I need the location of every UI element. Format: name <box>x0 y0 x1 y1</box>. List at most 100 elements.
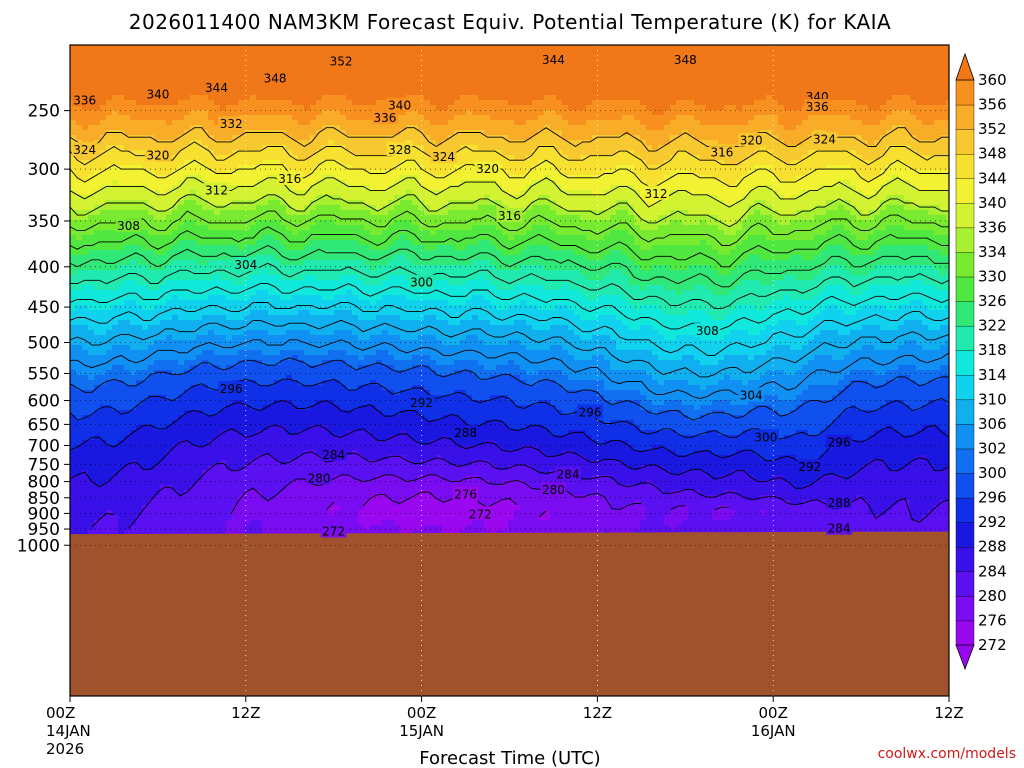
field-cell <box>70 460 77 466</box>
field-cell <box>292 225 299 231</box>
field-cell <box>226 240 233 246</box>
field-cell <box>208 280 215 286</box>
field-cell <box>130 170 137 176</box>
field-cell <box>262 295 269 301</box>
field-cell <box>166 50 173 56</box>
field-cell <box>250 110 257 116</box>
field-cell <box>172 100 179 106</box>
field-cell <box>286 85 293 91</box>
field-cell <box>274 140 281 146</box>
field-cell <box>292 415 299 421</box>
field-cell <box>244 335 251 341</box>
field-cell <box>268 310 275 316</box>
field-cell <box>262 250 269 256</box>
field-cell <box>112 335 119 341</box>
field-cell <box>214 460 221 466</box>
field-cell <box>136 340 143 346</box>
field-cell <box>106 495 113 501</box>
field-cell <box>292 150 299 156</box>
field-cell <box>154 315 161 321</box>
field-cell <box>196 60 203 66</box>
field-cell <box>280 330 287 336</box>
field-cell <box>196 45 203 51</box>
field-cell <box>172 130 179 136</box>
field-cell <box>286 145 293 151</box>
field-cell <box>256 135 263 141</box>
field-cell <box>130 75 137 81</box>
field-cell <box>94 230 101 236</box>
field-cell <box>160 315 167 321</box>
field-cell <box>178 160 185 166</box>
field-cell <box>244 310 251 316</box>
field-cell <box>286 230 293 236</box>
field-cell <box>286 305 293 311</box>
field-cell <box>190 265 197 271</box>
field-cell <box>166 475 173 481</box>
field-cell <box>142 190 149 196</box>
field-cell <box>124 500 131 506</box>
field-cell <box>148 125 155 131</box>
field-cell <box>88 385 95 391</box>
field-cell <box>94 190 101 196</box>
field-cell <box>82 180 89 186</box>
field-cell <box>202 525 209 531</box>
field-cell <box>166 510 173 516</box>
field-cell <box>208 100 215 106</box>
field-cell <box>112 430 119 436</box>
field-cell <box>238 90 245 96</box>
field-cell <box>172 460 179 466</box>
field-cell <box>118 160 125 166</box>
field-cell <box>160 505 167 511</box>
field-cell <box>160 50 167 56</box>
field-cell <box>256 65 263 71</box>
field-cell <box>202 265 209 271</box>
field-cell <box>214 195 221 201</box>
field-cell <box>118 155 125 161</box>
field-cell <box>202 50 209 56</box>
field-cell <box>82 400 89 406</box>
field-cell <box>136 210 143 216</box>
field-cell <box>82 515 89 521</box>
field-cell <box>88 470 95 476</box>
field-cell <box>292 80 299 86</box>
field-cell <box>160 400 167 406</box>
field-cell <box>166 350 173 356</box>
field-cell <box>214 455 221 461</box>
field-cell <box>244 115 251 121</box>
field-cell <box>256 55 263 61</box>
field-cell <box>220 215 227 221</box>
field-cell <box>94 255 101 261</box>
field-cell <box>130 250 137 256</box>
field-cell <box>256 525 263 531</box>
field-cell <box>178 60 185 66</box>
field-cell <box>256 215 263 221</box>
field-cell <box>262 485 269 491</box>
field-cell <box>208 130 215 136</box>
field-cell <box>286 360 293 366</box>
field-cell <box>118 490 125 496</box>
field-cell <box>178 50 185 56</box>
field-cell <box>292 235 299 241</box>
field-cell <box>184 300 191 306</box>
field-cell <box>118 460 125 466</box>
field-cell <box>160 240 167 246</box>
field-cell <box>202 330 209 336</box>
field-cell <box>220 255 227 261</box>
field-cell <box>100 95 107 101</box>
field-cell <box>178 290 185 296</box>
field-cell <box>112 115 119 121</box>
field-cell <box>190 385 197 391</box>
field-cell <box>214 500 221 506</box>
field-cell <box>94 310 101 316</box>
field-cell <box>112 510 119 516</box>
field-cell <box>172 530 179 536</box>
field-cell <box>148 285 155 291</box>
field-cell <box>118 240 125 246</box>
field-cell <box>166 255 173 261</box>
field-cell <box>256 440 263 446</box>
field-cell <box>280 345 287 351</box>
field-cell <box>214 325 221 331</box>
field-cell <box>244 380 251 386</box>
field-cell <box>274 190 281 196</box>
field-cell <box>286 365 293 371</box>
